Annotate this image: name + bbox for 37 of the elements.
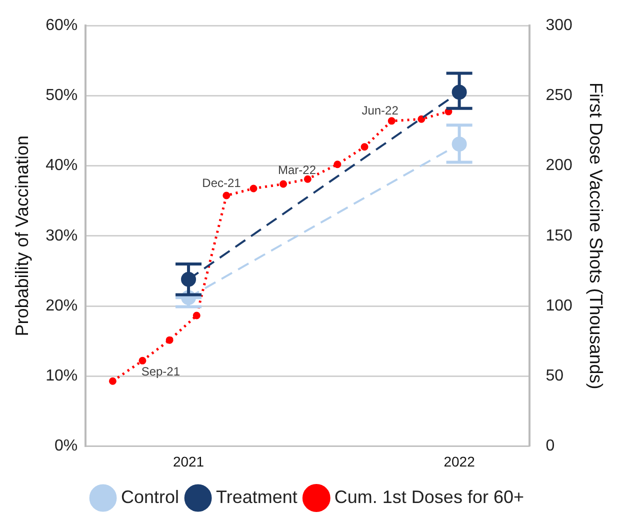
y2-axis-title: First Dose Vaccine Shots (Thousands) xyxy=(586,82,606,390)
legend-label: Control xyxy=(121,486,180,507)
annotation: Sep-21 xyxy=(141,364,180,378)
point xyxy=(280,180,288,188)
point xyxy=(138,356,146,364)
y2-tick-label: 50 xyxy=(546,368,564,385)
point xyxy=(418,115,426,123)
annotation: Mar-22 xyxy=(278,163,316,178)
y-tick-label: 40% xyxy=(46,157,78,174)
legend-label: Cum. 1st Doses for 60+ xyxy=(334,486,524,507)
point xyxy=(108,377,116,385)
y-tick-label: 60% xyxy=(46,17,78,34)
y2-tick-label: 100 xyxy=(546,297,572,314)
y-tick-label: 0% xyxy=(54,438,78,455)
legend-label: Treatment xyxy=(216,486,298,507)
annotation: Dec-21 xyxy=(202,176,242,190)
point xyxy=(250,184,258,192)
point xyxy=(192,312,200,320)
y2-tick-label: 250 xyxy=(546,87,572,104)
annotation: Jun-22 xyxy=(362,103,399,118)
y-tick-label: 10% xyxy=(46,368,78,385)
x-tick-label: 2022 xyxy=(444,453,476,470)
point xyxy=(388,117,396,125)
point xyxy=(304,175,312,183)
y2-tick-label: 200 xyxy=(546,157,572,174)
y-tick-label: 30% xyxy=(46,227,78,244)
y-tick-label: 50% xyxy=(46,87,78,104)
point xyxy=(360,143,368,151)
x-tick-label: 2021 xyxy=(172,453,204,470)
y2-tick-label: 150 xyxy=(546,227,572,244)
point xyxy=(222,192,230,200)
y2-tick-label: 0 xyxy=(546,438,555,455)
y2-tick-label: 300 xyxy=(546,17,572,34)
point xyxy=(166,336,174,344)
y-axis-title: Probability of Vaccination xyxy=(12,136,32,336)
point xyxy=(334,160,342,168)
y-tick-label: 20% xyxy=(46,297,78,314)
